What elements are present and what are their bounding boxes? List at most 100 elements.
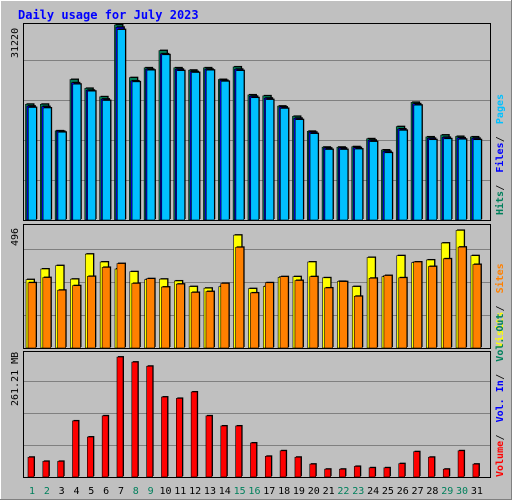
day-label-30: 30 <box>456 486 468 497</box>
day-label-19: 19 <box>293 486 305 497</box>
volume-legend: Volume / Vol. In / Vol. Out <box>495 314 506 477</box>
bar-sites-day-24 <box>368 277 379 349</box>
bar-sites-day-11 <box>176 283 186 349</box>
bar-volume-day-23 <box>353 465 362 478</box>
bar-sites-day-29 <box>442 257 453 349</box>
hits-ymax-label: 31220 <box>10 28 21 58</box>
bar-pages-day-28 <box>428 138 438 221</box>
legend-vol-out: Vol. Out <box>495 314 506 362</box>
bar-pages-day-23 <box>354 148 364 221</box>
visits-panel-box <box>23 224 491 349</box>
bar-volume-day-1 <box>27 456 35 478</box>
day-label-17: 17 <box>263 486 275 497</box>
bar-pages-day-18 <box>280 107 290 221</box>
bar-pages-day-4 <box>72 83 82 221</box>
bar-sites-day-10 <box>161 286 171 349</box>
bar-volume-day-27 <box>413 450 421 478</box>
legend-separator: / <box>495 305 506 311</box>
bar-pages-day-16 <box>250 96 260 221</box>
bar-sites-day-31 <box>472 263 482 349</box>
bar-sites-day-5 <box>87 275 97 349</box>
day-label-29: 29 <box>441 486 453 497</box>
bar-volume-day-4 <box>72 419 80 478</box>
visits-legend: Visits / Sites <box>494 263 506 348</box>
bar-pages-day-9 <box>146 69 156 221</box>
bar-volume-day-28 <box>428 456 436 478</box>
bar-pages-day-24 <box>369 140 379 221</box>
bar-pages-day-13 <box>205 69 216 221</box>
day-label-14: 14 <box>219 486 231 497</box>
day-label-18: 18 <box>278 486 290 497</box>
bar-sites-day-3 <box>57 289 67 349</box>
legend-separator: / <box>495 136 506 142</box>
bar-volume-day-14 <box>220 424 228 478</box>
bar-pages-day-20 <box>309 132 320 221</box>
bar-pages-day-27 <box>413 104 423 221</box>
bar-sites-day-7 <box>116 262 126 349</box>
bar-sites-day-2 <box>42 276 52 349</box>
bar-volume-day-2 <box>42 460 50 478</box>
bar-volume-day-29 <box>442 468 451 478</box>
bar-pages-day-11 <box>176 69 186 221</box>
day-label-23: 23 <box>352 486 364 497</box>
bar-pages-day-26 <box>398 129 409 221</box>
bar-volume-day-9 <box>146 365 154 478</box>
bar-volume-day-16 <box>250 441 258 478</box>
day-label-13: 13 <box>204 486 216 497</box>
day-label-1: 1 <box>29 486 35 497</box>
bar-pages-day-30 <box>458 138 468 221</box>
bar-sites-day-17 <box>264 281 275 349</box>
bar-sites-day-14 <box>220 282 230 349</box>
bar-pages-day-8 <box>131 80 142 221</box>
bar-volume-day-8 <box>131 361 139 478</box>
bar-sites-day-8 <box>131 282 141 349</box>
volume-bars <box>27 356 480 478</box>
bar-pages-day-6 <box>102 99 112 221</box>
bar-sites-day-18 <box>279 275 290 349</box>
bar-sites-day-22 <box>339 280 349 349</box>
legend-separator: / <box>495 434 506 440</box>
bar-sites-day-19 <box>294 279 304 349</box>
bar-pages-day-12 <box>191 71 201 221</box>
legend-sites: Sites <box>494 263 506 293</box>
day-label-31: 31 <box>471 486 483 497</box>
day-label-21: 21 <box>323 486 335 497</box>
bar-pages-day-5 <box>87 90 97 221</box>
bar-pages-day-22 <box>339 148 349 221</box>
bar-sites-day-27 <box>413 261 423 349</box>
bar-pages-day-3 <box>57 131 67 221</box>
bar-volume-day-10 <box>161 396 169 478</box>
day-label-26: 26 <box>397 486 409 497</box>
day-label-22: 22 <box>337 486 349 497</box>
bar-sites-day-4 <box>72 284 82 349</box>
day-label-10: 10 <box>159 486 171 497</box>
bar-volume-day-15 <box>235 424 243 478</box>
legend-files: Files <box>494 142 506 172</box>
bar-volume-day-17 <box>264 455 273 478</box>
bar-volume-day-19 <box>294 456 302 478</box>
day-label-24: 24 <box>367 486 379 497</box>
bar-pages-day-29 <box>443 137 453 221</box>
bar-pages-day-2 <box>42 107 53 221</box>
day-label-15: 15 <box>234 486 246 497</box>
bar-pages-day-21 <box>324 148 334 221</box>
bar-volume-day-30 <box>457 449 466 478</box>
bar-volume-day-5 <box>87 436 95 478</box>
bar-pages-day-19 <box>294 118 305 221</box>
day-label-6: 6 <box>103 486 109 497</box>
bar-sites-day-15 <box>235 246 245 349</box>
bar-volume-day-12 <box>190 390 199 478</box>
volume-ymax-label: 261.21 MB <box>10 352 21 406</box>
bar-pages-day-10 <box>161 53 171 221</box>
day-label-5: 5 <box>88 486 94 497</box>
bar-volume-day-26 <box>398 462 406 478</box>
visits-ymax-label: 496 <box>10 228 21 246</box>
day-label-28: 28 <box>426 486 438 497</box>
bar-sites-day-6 <box>101 266 112 349</box>
volume-panel-box <box>23 351 491 478</box>
bar-volume-day-24 <box>368 466 377 478</box>
bar-sites-day-21 <box>324 286 334 349</box>
bar-pages-day-25 <box>383 151 394 221</box>
bar-pages-day-17 <box>265 98 275 221</box>
